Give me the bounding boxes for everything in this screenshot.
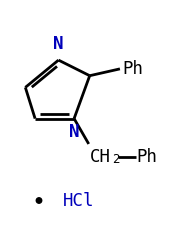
Text: 2: 2	[112, 153, 120, 166]
Text: N: N	[69, 123, 79, 141]
Text: HCl: HCl	[62, 192, 94, 209]
Text: N: N	[53, 35, 64, 53]
Circle shape	[36, 198, 42, 203]
Text: Ph: Ph	[136, 148, 158, 166]
Text: Ph: Ph	[122, 60, 143, 78]
Text: CH: CH	[90, 148, 111, 166]
